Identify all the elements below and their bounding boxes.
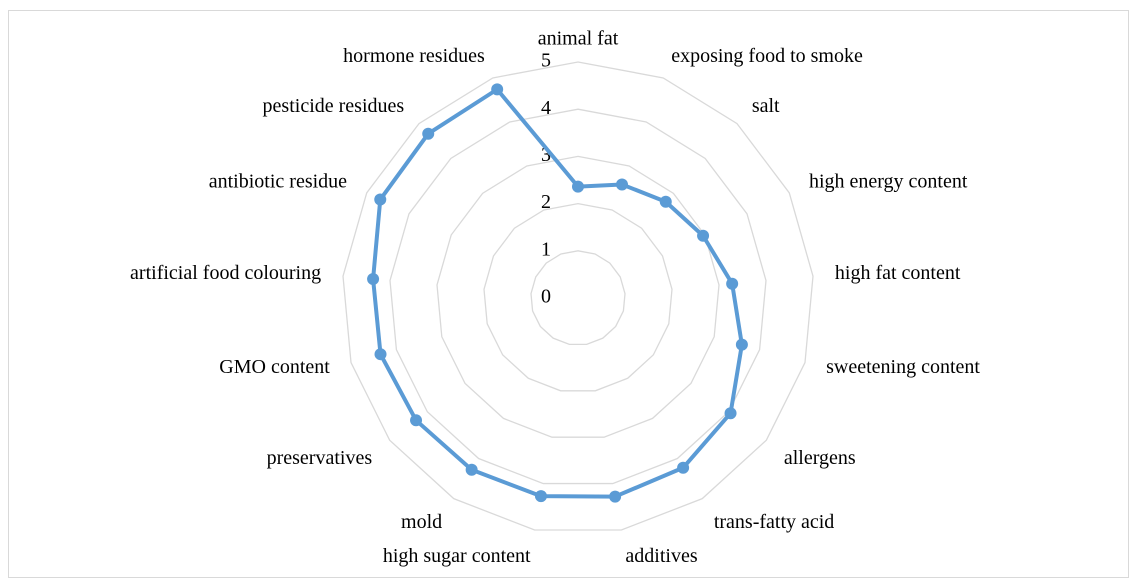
r-tick-label: 1 xyxy=(541,238,551,260)
r-tick-label: 4 xyxy=(541,97,551,119)
category-label: high fat content xyxy=(835,262,961,284)
category-label: trans-fatty acid xyxy=(714,511,835,533)
data-point xyxy=(374,348,387,361)
category-label: GMO content xyxy=(219,356,330,378)
data-point xyxy=(724,407,737,420)
category-label: high energy content xyxy=(809,171,968,193)
data-point xyxy=(735,338,748,351)
data-point xyxy=(609,490,622,503)
data-point xyxy=(534,490,547,503)
data-point xyxy=(615,178,628,191)
data-point xyxy=(572,180,584,193)
data-point xyxy=(491,83,504,96)
category-label: salt xyxy=(752,95,780,117)
data-point xyxy=(374,193,387,206)
grid-ring xyxy=(436,155,720,438)
category-label: allergens xyxy=(784,447,856,469)
category-label: additives xyxy=(625,545,697,567)
category-label: antibiotic residue xyxy=(209,171,347,193)
category-label: artificial food colouring xyxy=(130,262,321,284)
r-tick-label: 0 xyxy=(541,286,551,308)
category-label: sweetening content xyxy=(826,356,980,378)
grid-ring xyxy=(483,202,673,392)
category-label: hormone residues xyxy=(343,45,485,67)
category-label: pesticide residues xyxy=(263,95,405,117)
category-label: animal fat xyxy=(538,28,619,50)
category-label: mold xyxy=(401,511,442,533)
category-label: high sugar content xyxy=(383,545,531,567)
grid-ring xyxy=(342,61,814,531)
series-line xyxy=(371,87,744,499)
data-point xyxy=(410,414,423,427)
r-tick-label: 5 xyxy=(541,50,551,72)
data-point xyxy=(659,195,672,208)
data-point xyxy=(367,273,380,286)
r-tick-label: 3 xyxy=(541,144,551,166)
data-point xyxy=(422,127,435,140)
data-point xyxy=(677,461,690,474)
chart-border xyxy=(8,10,1129,578)
grid-ring xyxy=(389,108,767,485)
category-label: exposing food to smoke xyxy=(671,45,863,67)
data-point xyxy=(465,463,478,476)
r-tick-label: 2 xyxy=(541,191,551,213)
data-point xyxy=(726,277,739,290)
grid-ring xyxy=(530,250,626,346)
category-label: preservatives xyxy=(267,447,373,469)
data-point xyxy=(697,229,710,242)
